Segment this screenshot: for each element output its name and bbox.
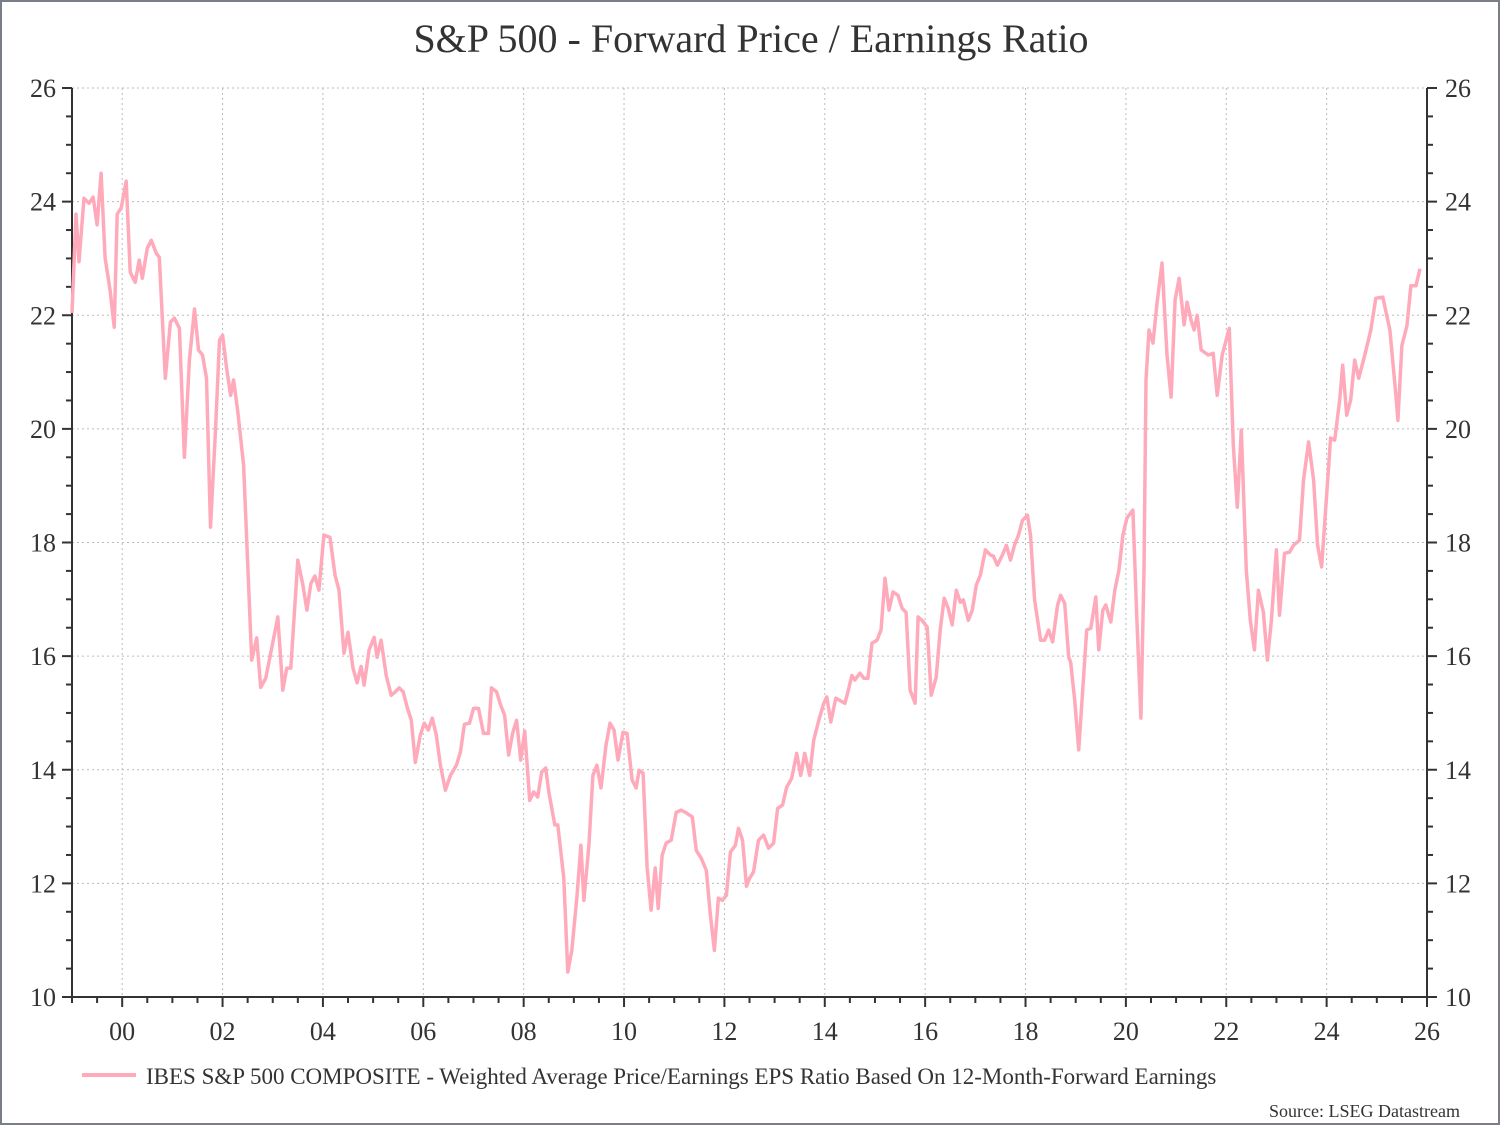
- legend-label: IBES S&P 500 COMPOSITE - Weighted Averag…: [146, 1064, 1216, 1089]
- x-tick-label: 10: [611, 1017, 637, 1046]
- x-tick-label: 24: [1314, 1017, 1340, 1046]
- y-tick-label-left: 22: [30, 301, 56, 330]
- y-tick-label-right: 20: [1445, 415, 1471, 444]
- x-tick-label: 02: [210, 1017, 236, 1046]
- y-tick-label-right: 18: [1445, 529, 1471, 558]
- y-tick-label-left: 12: [30, 869, 56, 898]
- x-tick-label: 26: [1414, 1017, 1440, 1046]
- tick-labels: 10 10 12 12 14 14 16 16 18 18 20 20 22 22 24 24 26 26 00 02…: [30, 74, 1471, 1046]
- chart-title: S&P 500 - Forward Price / Earnings Ratio: [413, 16, 1088, 61]
- series-line: [70, 171, 1422, 974]
- y-tick-label-right: 14: [1445, 756, 1471, 785]
- x-tick-label: 18: [1013, 1017, 1039, 1046]
- x-tick-label: 14: [812, 1017, 838, 1046]
- legend: IBES S&P 500 COMPOSITE - Weighted Averag…: [82, 1064, 1216, 1089]
- x-tick-label: 08: [511, 1017, 537, 1046]
- y-tick-label-left: 24: [30, 188, 56, 217]
- x-tick-label: 00: [109, 1017, 135, 1046]
- y-tick-label-left: 16: [30, 642, 56, 671]
- x-tick-label: 04: [310, 1017, 336, 1046]
- gridlines: [72, 87, 1428, 998]
- y-tick-label-left: 18: [30, 529, 56, 558]
- y-tick-label-right: 22: [1445, 301, 1471, 330]
- axes: [62, 87, 1437, 1007]
- x-tick-label: 06: [410, 1017, 436, 1046]
- x-tick-label: 12: [711, 1017, 737, 1046]
- y-tick-label-right: 10: [1445, 983, 1471, 1012]
- y-tick-label-right: 26: [1445, 74, 1471, 103]
- y-tick-label-right: 24: [1445, 188, 1471, 217]
- x-tick-label: 22: [1213, 1017, 1239, 1046]
- x-tick-label: 16: [912, 1017, 938, 1046]
- y-tick-label-right: 16: [1445, 642, 1471, 671]
- y-tick-label-left: 20: [30, 415, 56, 444]
- y-tick-label-left: 14: [30, 756, 56, 785]
- y-tick-label-right: 12: [1445, 869, 1471, 898]
- y-tick-label-left: 10: [30, 983, 56, 1012]
- x-tick-label: 20: [1113, 1017, 1139, 1046]
- source-note: Source: LSEG Datastream: [1269, 1101, 1460, 1121]
- series-layer: [70, 171, 1422, 974]
- y-tick-label-left: 26: [30, 74, 56, 103]
